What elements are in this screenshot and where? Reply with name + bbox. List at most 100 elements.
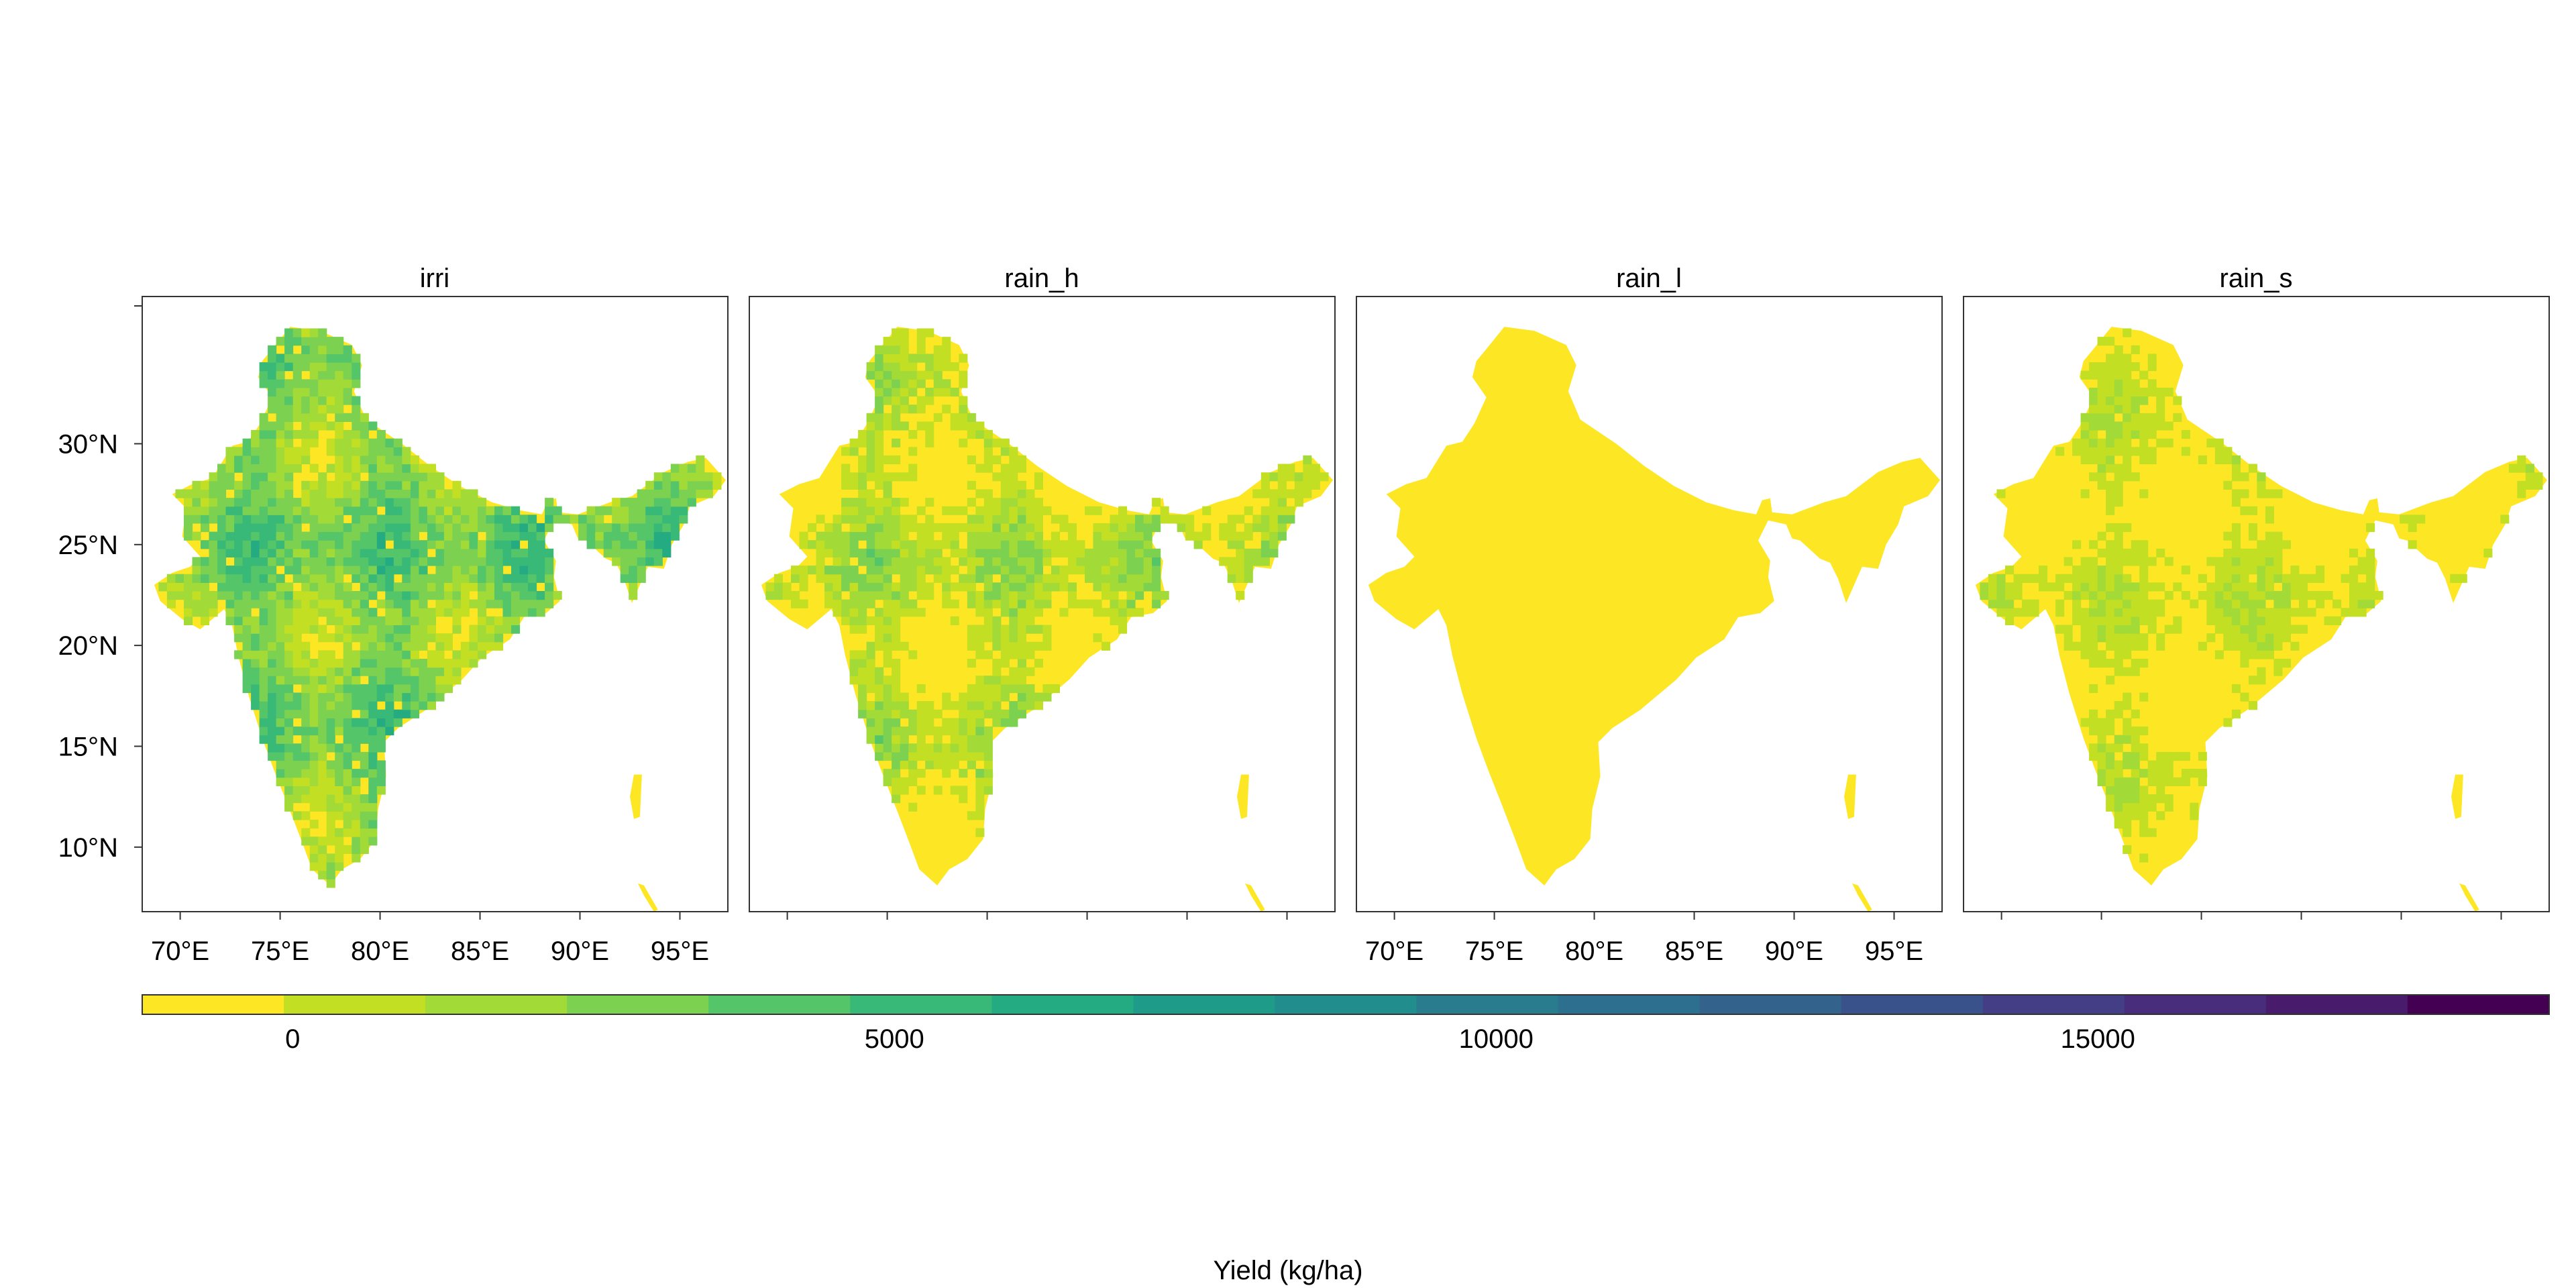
yield-cell: [2525, 480, 2534, 490]
yield-cell: [393, 633, 402, 643]
yield-cell: [335, 464, 344, 473]
yield-cell: [696, 489, 705, 498]
yield-cell: [2147, 616, 2157, 625]
yield-cell: [217, 480, 227, 490]
yield-cell: [301, 684, 311, 694]
yield-cell: [1017, 523, 1026, 533]
yield-cell: [2307, 574, 2316, 583]
yield-cell: [2131, 616, 2140, 625]
yield-cell: [2164, 760, 2174, 769]
yield-cell: [326, 362, 335, 372]
yield-cell: [2206, 633, 2216, 643]
yield-cell: [2173, 625, 2182, 634]
yield-cell: [2400, 515, 2409, 524]
yield-cell: [2147, 430, 2157, 439]
yield-cell: [335, 727, 344, 736]
yield-cell: [2156, 599, 2165, 608]
yield-cell: [670, 472, 680, 482]
yield-cell: [875, 751, 884, 761]
yield-cell: [402, 515, 411, 524]
yield-cell: [1009, 548, 1018, 557]
yield-cell: [2332, 599, 2342, 608]
yield-cell: [2123, 370, 2132, 380]
yield-cell: [276, 455, 285, 465]
yield-cell: [259, 421, 268, 431]
yield-cell: [1260, 472, 1270, 482]
yield-cell: [875, 515, 884, 524]
yield-cell: [326, 718, 335, 727]
yield-cell: [301, 709, 311, 718]
yield-cell: [419, 608, 428, 617]
yield-cell: [2240, 616, 2249, 625]
yield-cell: [908, 472, 918, 482]
yield-cell: [841, 498, 851, 507]
yield-cell: [578, 523, 588, 533]
yield-cell: [875, 480, 884, 490]
yield-cell: [2089, 447, 2098, 456]
yield-cell: [2257, 608, 2266, 617]
yield-cell: [967, 751, 976, 761]
yield-cell: [528, 540, 537, 549]
yield-cell: [2114, 447, 2123, 456]
yield-cell: [967, 430, 976, 439]
yield-cell: [268, 557, 277, 566]
yield-cell: [301, 405, 311, 414]
yield-cell: [2131, 709, 2140, 718]
yield-cell: [2131, 599, 2140, 608]
yield-cell: [242, 548, 252, 557]
yield-cell: [883, 718, 892, 727]
yield-cell: [2366, 548, 2375, 557]
yield-cell: [2089, 574, 2098, 583]
yield-cell: [368, 625, 378, 634]
yield-cell: [545, 498, 554, 507]
yield-cell: [883, 345, 892, 354]
yield-cell: [301, 743, 311, 753]
yield-cell: [2214, 599, 2224, 608]
yield-cell: [309, 523, 319, 533]
colorbar-segment: [1841, 995, 1984, 1014]
yield-cell: [368, 676, 378, 685]
yield-cell: [234, 498, 244, 507]
yield-cell: [1000, 447, 1010, 456]
latitude-tick-label: 10°N: [58, 833, 118, 863]
yield-cell: [511, 599, 521, 608]
yield-cell: [1026, 684, 1035, 694]
yield-cell: [435, 574, 445, 583]
yield-cell: [2273, 641, 2283, 651]
yield-cell: [2072, 438, 2082, 447]
yield-cell: [318, 591, 327, 600]
yield-cell: [603, 523, 612, 533]
yield-cell: [175, 591, 184, 600]
yield-cell: [883, 370, 892, 380]
yield-cell: [1034, 692, 1043, 702]
yield-cell: [343, 413, 352, 422]
yield-cell: [2089, 718, 2098, 727]
yield-cell: [292, 667, 302, 676]
yield-cell: [410, 692, 419, 702]
yield-cell: [959, 370, 968, 380]
yield-cell: [892, 337, 901, 346]
yield-cell: [326, 354, 335, 363]
yield-cell: [704, 480, 713, 490]
yield-cell: [318, 769, 327, 778]
yield-cell: [284, 701, 294, 710]
yield-cell: [268, 667, 277, 676]
yield-cell: [637, 557, 646, 566]
yield-cell: [2248, 566, 2257, 575]
yield-cell: [875, 523, 884, 533]
yield-cell: [1034, 472, 1043, 482]
yield-cell: [519, 582, 529, 592]
yield-cell: [292, 599, 302, 608]
yield-cell: [858, 548, 867, 557]
yield-cell: [942, 751, 951, 761]
yield-cell: [975, 599, 985, 608]
yield-cell: [368, 837, 378, 846]
yield-cell: [1067, 531, 1077, 541]
yield-cell: [209, 566, 218, 575]
yield-cell: [892, 566, 901, 575]
yield-cell: [301, 566, 311, 575]
yield-cell: [1000, 566, 1010, 575]
yield-cell: [301, 506, 311, 515]
yield-cell: [2097, 751, 2106, 761]
yield-cell: [318, 379, 327, 388]
